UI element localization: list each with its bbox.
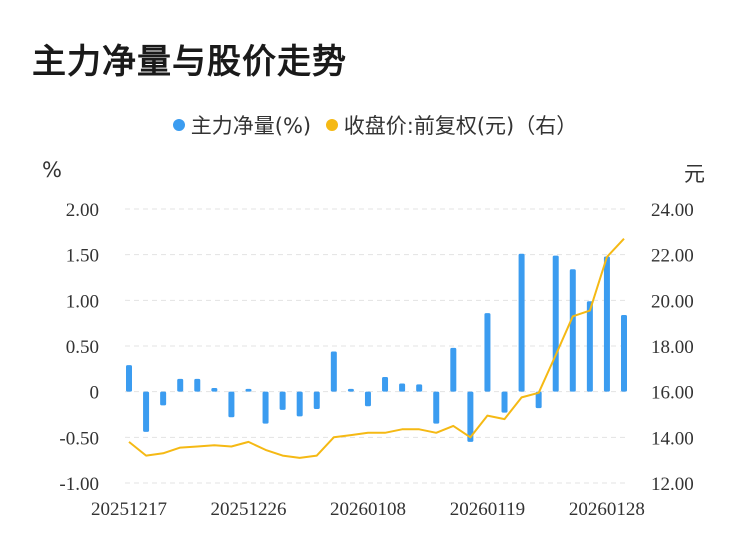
right-axis-ticks: 24.00 22.00 20.00 18.00 16.00 14.00 12.00 [651,200,694,495]
right-axis-unit: 元 [684,162,705,186]
left-tick-label: -0.50 [59,428,99,449]
bar[interactable] [228,391,235,418]
grid-lines [125,208,628,484]
bar[interactable] [160,391,167,406]
bar[interactable] [484,313,491,392]
bar[interactable] [262,391,269,424]
bar[interactable] [347,388,354,392]
chart-title: 主力净量与股价走势 [32,42,347,82]
left-tick-label: 1.00 [66,291,99,312]
left-axis-unit: % [42,158,62,182]
bar[interactable] [245,388,252,392]
bar[interactable] [364,391,371,407]
bar[interactable] [552,255,559,392]
bar[interactable] [621,314,627,392]
bar[interactable] [518,253,525,392]
legend-line-swatch [325,119,338,131]
right-tick-label: 16.00 [651,383,694,404]
bar[interactable] [177,378,184,392]
left-tick-label: 2.00 [66,200,99,221]
price-line[interactable] [128,238,625,459]
bar[interactable] [382,377,389,392]
right-tick-label: 20.00 [651,291,694,312]
bar[interactable] [416,384,423,392]
bar[interactable] [467,391,474,442]
left-tick-label: 0.50 [66,337,99,358]
x-tick-label: 20251226 [210,499,286,520]
legend-item-line[interactable]: 收盘价:前复权(元)（右） [325,110,578,140]
bar[interactable] [296,391,303,417]
left-tick-label: -1.00 [59,474,99,495]
left-tick-label: 1.50 [66,246,99,267]
right-tick-label: 24.00 [651,200,694,221]
bar[interactable] [330,351,337,392]
bar[interactable] [399,383,406,392]
legend-bar-label: 主力净量(%) [190,114,312,138]
bar[interactable] [569,269,576,392]
bar[interactable] [586,301,593,392]
bar[interactable] [450,347,457,392]
line-series [128,238,625,459]
bar[interactable] [126,365,132,392]
right-tick-label: 14.00 [651,428,694,449]
bar[interactable] [194,378,201,392]
x-tick-label: 20260108 [330,499,406,520]
x-tick-label: 20260119 [450,499,525,520]
bar[interactable] [603,256,610,392]
x-tick-label: 20260128 [569,499,645,520]
bar-series [126,253,627,442]
legend: 主力净量(%) 收盘价:前复权(元)（右） [0,110,750,140]
legend-line-label: 收盘价:前复权(元)（右） [343,114,578,138]
bar[interactable] [211,388,218,392]
x-tick-label: 20251217 [91,499,167,520]
right-tick-label: 22.00 [651,246,694,267]
bar[interactable] [279,391,286,410]
bar[interactable] [501,391,508,413]
left-axis-ticks: 2.00 1.50 1.00 0.50 0 -0.50 -1.00 [59,200,99,495]
bar[interactable] [433,391,440,424]
left-tick-label: 0 [90,383,100,404]
right-tick-label: 18.00 [651,337,694,358]
bar[interactable] [143,391,150,432]
bar[interactable] [313,391,320,410]
right-tick-label: 12.00 [651,474,694,495]
x-axis-ticks: 20251217 20251226 20260108 20260119 20260128 [91,499,645,520]
legend-item-bar[interactable]: 主力净量(%) [172,110,312,140]
legend-bar-swatch [172,119,185,131]
bar[interactable] [535,391,542,409]
